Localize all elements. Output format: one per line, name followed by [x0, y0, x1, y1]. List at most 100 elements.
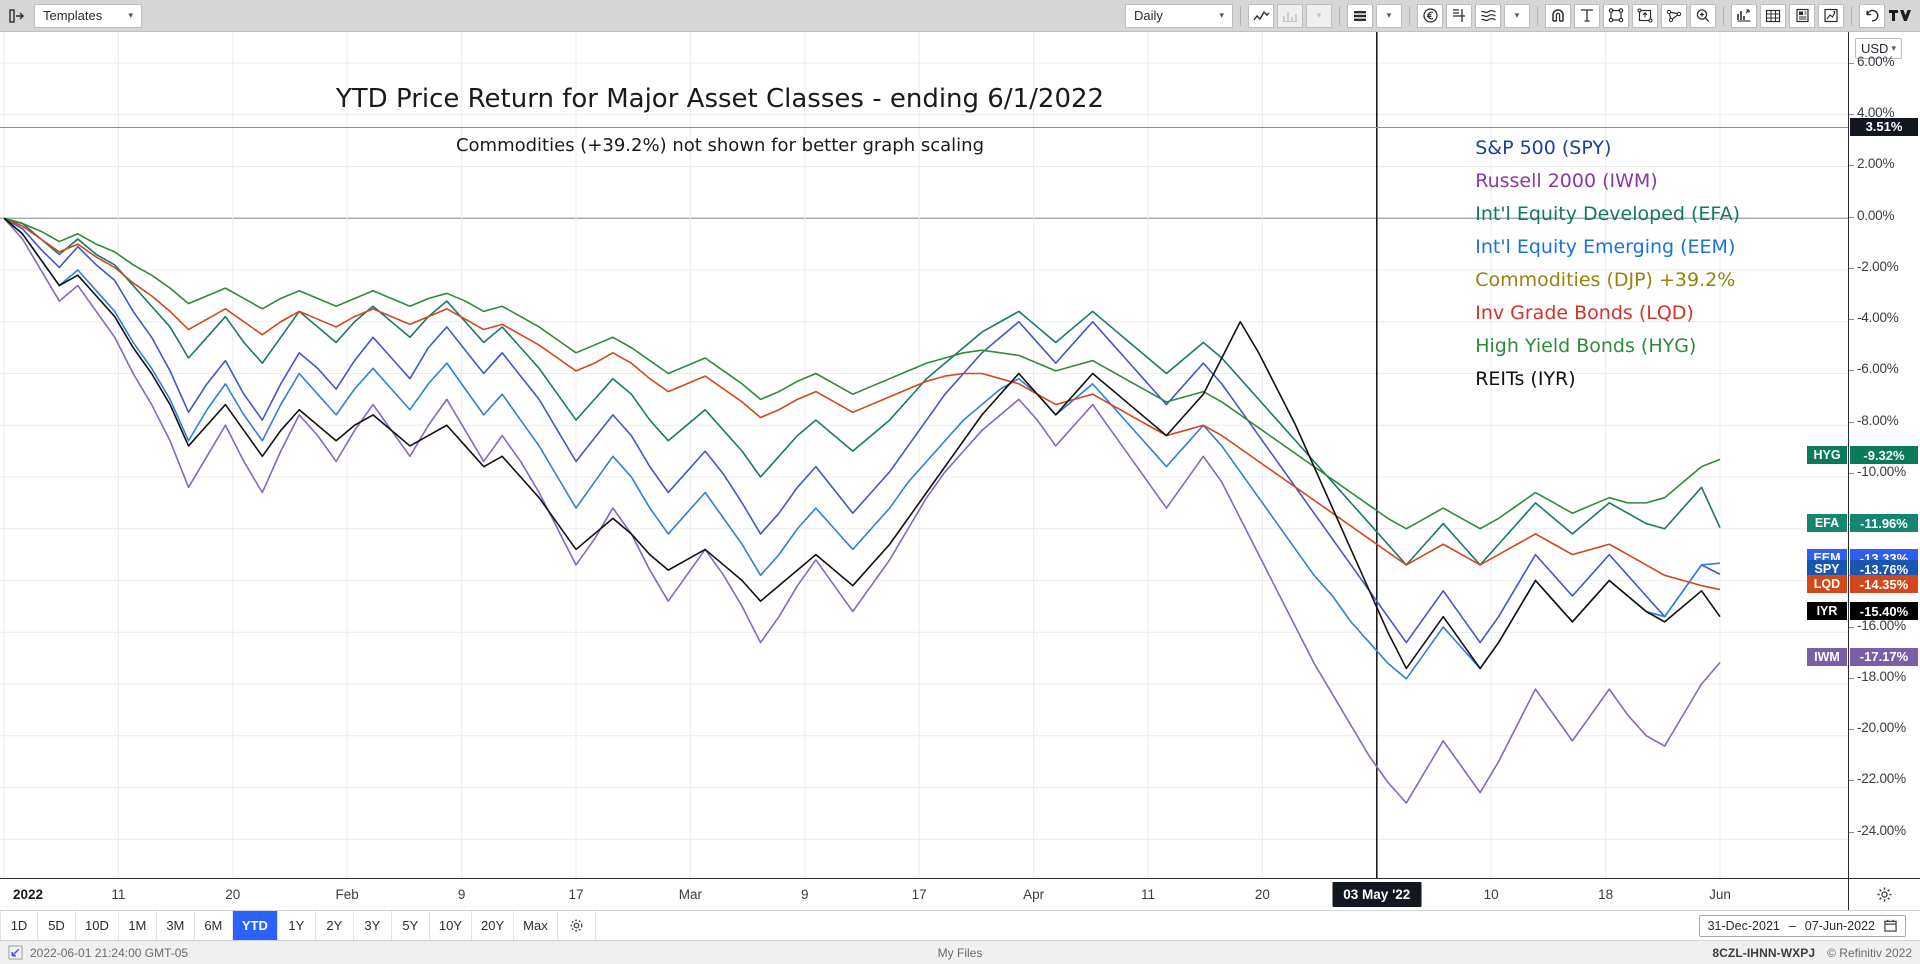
- price-tag-iwm: -17.17%: [1850, 647, 1918, 666]
- chevron-down-icon: ▾: [128, 10, 133, 20]
- date-range-picker[interactable]: 31-Dec-2021 – 07-Jun-2022: [1698, 914, 1906, 937]
- cursor-icon: [8, 945, 23, 960]
- series-line-iwm: [4, 218, 1720, 803]
- zoom-in-icon[interactable]: [1690, 3, 1716, 28]
- price-axis-tick-mark: [1849, 780, 1854, 782]
- price-axis-tick-mark: [1849, 165, 1854, 167]
- range-button-ytd[interactable]: YTD: [232, 911, 278, 940]
- legend-item-lqd: Inv Grade Bonds (LQD): [1475, 302, 1694, 324]
- legend-item-iyr: REITs (IYR): [1475, 368, 1576, 390]
- time-axis-label: 10: [1483, 887, 1499, 902]
- range-button-max[interactable]: Max: [514, 911, 558, 940]
- series-line-iyr: [4, 218, 1720, 668]
- magnet-icon[interactable]: [1545, 3, 1571, 28]
- ticker-badge-iyr: IYR: [1807, 602, 1847, 621]
- table-icon[interactable]: [1760, 3, 1786, 28]
- status-center-label: My Files: [937, 945, 983, 960]
- price-axis-tick-mark: [1849, 216, 1854, 218]
- range-button-6m[interactable]: 6M: [195, 911, 233, 940]
- plot-canvas[interactable]: [0, 32, 1848, 878]
- time-axis-label: Mar: [678, 887, 703, 902]
- time-axis-label: 11: [111, 887, 126, 902]
- price-axis-tick-label: 6.00%: [1857, 53, 1895, 69]
- legend-item-hyg: High Yield Bonds (HYG): [1475, 335, 1697, 357]
- time-axis-label: 11: [1140, 887, 1156, 902]
- layers-icon[interactable]: [1347, 3, 1373, 28]
- time-axis-label: Feb: [335, 887, 359, 902]
- status-bar: 2022-06-01 21:24:00 GMT-05 My Files 8CZL…: [0, 940, 1920, 964]
- chart-legend: S&P 500 (SPY) Russell 2000 (IWM) Int'l Equ…: [1475, 132, 1740, 396]
- currency-circle-icon[interactable]: [1417, 3, 1443, 28]
- price-tag-iyr: -15.40%: [1850, 602, 1918, 621]
- range-button-1d[interactable]: 1D: [0, 911, 38, 940]
- text-tool-icon[interactable]: [1574, 3, 1600, 28]
- range-button-2y[interactable]: 2Y: [316, 911, 354, 940]
- time-axis-label: 20: [225, 887, 241, 902]
- range-button-5y[interactable]: 5Y: [392, 911, 430, 940]
- indicators-wave-icon[interactable]: [1475, 3, 1501, 28]
- range-settings-button[interactable]: [558, 911, 596, 940]
- range-button-1y[interactable]: 1Y: [278, 911, 316, 940]
- time-axis-label: 2022: [12, 887, 44, 902]
- price-tag-hyg: -9.32%: [1850, 446, 1918, 465]
- legend-item-eem: Int'l Equity Emerging (EEM): [1475, 236, 1736, 258]
- panel-toggle-icon[interactable]: [4, 4, 30, 28]
- session-code: 8CZL-IHNN-WXPJ: [1712, 945, 1816, 960]
- chart-area[interactable]: YTD Price Return for Major Asset Classes…: [0, 32, 1920, 878]
- price-axis-tick-mark: [1849, 370, 1854, 372]
- range-button-1m[interactable]: 1M: [119, 911, 157, 940]
- time-axis-label: 18: [1598, 887, 1614, 902]
- series-line-spy: [4, 218, 1720, 642]
- currency-label: USD: [1861, 41, 1889, 56]
- price-axis-tick-label: -2.00%: [1857, 258, 1899, 274]
- interval-select[interactable]: Daily ▾: [1125, 3, 1233, 28]
- range-button-3m[interactable]: 3M: [157, 911, 195, 940]
- time-axis-label: 17: [568, 887, 584, 902]
- range-button-10y[interactable]: 10Y: [430, 911, 472, 940]
- chart-analysis-icon[interactable]: [1731, 3, 1757, 28]
- price-axis-tick-label: 2.00%: [1857, 156, 1895, 172]
- legend-item-djp: Commodities (DJP) +39.2%: [1475, 269, 1736, 291]
- price-axis-tick-mark: [1849, 62, 1854, 64]
- series-line-hyg: [4, 218, 1720, 528]
- news-icon[interactable]: [1789, 3, 1815, 28]
- price-axis-tick-label: -22.00%: [1857, 771, 1906, 787]
- polygon-icon[interactable]: [1661, 3, 1687, 28]
- stats-icon[interactable]: [1818, 3, 1844, 28]
- toolbar-divider: [1240, 5, 1241, 26]
- price-axis-tick-mark: [1849, 626, 1854, 628]
- gear-icon: [1877, 887, 1892, 902]
- crop-icon[interactable]: [1603, 3, 1629, 28]
- bar-chart-icon[interactable]: [1277, 3, 1303, 28]
- range-button-5d[interactable]: 5D: [38, 911, 76, 940]
- chevron-down-icon: ▾: [1219, 10, 1224, 20]
- time-axis-label: 17: [911, 887, 927, 902]
- range-button-3y[interactable]: 3Y: [354, 911, 392, 940]
- toolbar-divider: [1851, 5, 1852, 26]
- toolbar-divider: [1537, 5, 1538, 26]
- measure-icon[interactable]: [1632, 3, 1658, 28]
- price-axis[interactable]: USD ▾ 6.00% 4.00% 2.00% 0.00% -2.00% -4.00% -6…: [1848, 32, 1920, 878]
- top-toolbar: Templates ▾ Daily ▾ ▾ ▾: [0, 0, 1920, 32]
- templates-button[interactable]: Templates ▾: [34, 3, 142, 28]
- chevron-down-icon: ▾: [1891, 43, 1896, 53]
- series-line-eem: [4, 218, 1720, 679]
- ticker-badge-hyg: HYG: [1807, 446, 1847, 465]
- layers-chevron-icon[interactable]: ▾: [1376, 3, 1402, 28]
- indicators-chevron-icon[interactable]: ▾: [1504, 3, 1530, 28]
- chart-type-chevron-icon[interactable]: ▾: [1306, 3, 1332, 28]
- range-button-10d[interactable]: 10D: [76, 911, 119, 940]
- range-button-20y[interactable]: 20Y: [472, 911, 515, 940]
- undo-icon[interactable]: [1859, 3, 1885, 28]
- currency-selector[interactable]: USD ▾: [1855, 38, 1902, 59]
- time-axis-settings-button[interactable]: [1848, 879, 1920, 910]
- tradingview-logo-icon[interactable]: [1888, 4, 1914, 28]
- price-axis-tick-label: -20.00%: [1857, 720, 1906, 736]
- line-chart-icon[interactable]: [1248, 3, 1274, 28]
- range-bar-right: 31-Dec-2021 – 07-Jun-2022: [1698, 911, 1920, 940]
- ticker-badge-lqd: LQD: [1807, 575, 1847, 594]
- time-axis[interactable]: 2022 11 20 Feb 9 17 Mar 9 17 Apr 11 20 03 May '22 10 1…: [0, 878, 1920, 910]
- price-axis-tick-mark: [1849, 677, 1854, 679]
- axis-scale-icon[interactable]: [1446, 3, 1472, 28]
- price-tag-spy: -13.76%: [1850, 560, 1918, 579]
